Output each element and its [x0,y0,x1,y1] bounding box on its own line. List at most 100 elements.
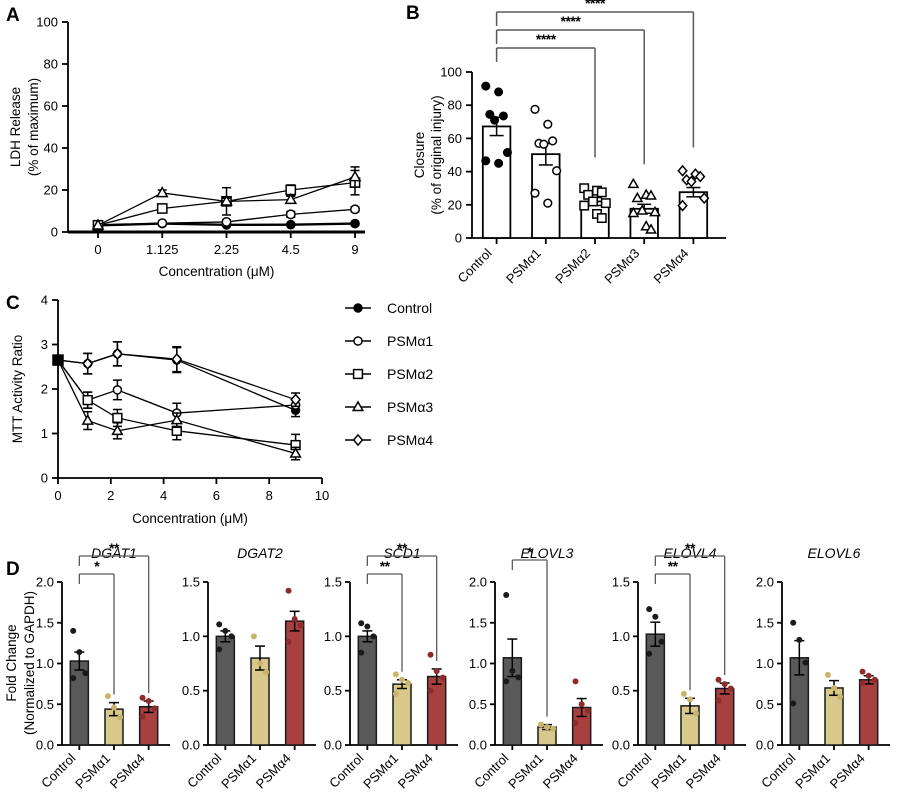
scatter-point [572,678,579,685]
sig-label: ** [668,558,679,574]
data-point-open-triangle [155,186,169,198]
scatter-point [677,164,688,177]
x-tick-label: Control [758,750,798,790]
x-tick-label: Control [471,750,511,790]
scatter-point [859,668,866,675]
data-point-open-triangle [81,414,94,425]
scatter-Control [216,621,235,653]
x-tick-label: PSMα1 [792,751,833,792]
scatter-point [539,139,549,149]
y-tick-label: 1.5 [469,615,487,630]
y-tick-label: 0.0 [756,738,774,753]
scatter-point [550,725,557,732]
panel-c-plot: 0 1 2 3 4 0 2 4 6 8 10 Concentration (μM) MTT Activi… [10,293,329,527]
series-PSMα4 [57,341,301,408]
data-point-open-diamond [171,352,183,366]
panel-d-chart: DGAT1 0.0 0.5 1.0 1.5 2.0 Control PSMα1 PSMα4 * **… [0,530,900,795]
y-axis-title: MTT Activity Ratio [10,335,25,444]
legend-item-PSMα3: PSMα3 [345,399,433,415]
scatter-point [796,636,803,643]
scatter-point [433,668,440,675]
scatter-point [485,109,495,119]
y-tick-label: 0.0 [612,738,630,753]
sig-bracket-2: **** [495,0,695,148]
scatter-point [104,693,111,700]
y-tick-label: 80 [448,98,462,113]
scatter-point [802,659,809,666]
data-point-open-triangle [284,192,298,205]
panel-letter-c: C [6,293,20,314]
y-tick-label: 1 [41,426,48,441]
series-Control [57,341,301,418]
panel-d-y-axis-title: Fold Change (Normalized to GAPDH) [4,591,37,735]
bar-PSMα4 [678,191,709,239]
legend-label: PSMα3 [387,399,433,415]
scatter-PSMα4 [715,676,734,704]
scatter-point [216,646,223,653]
scatter-point [544,724,550,731]
panel-c-legend: Control PSMα1 PSMα2 PSMα3 PSMα4 [345,300,433,448]
bar-PSMα4 [858,679,879,746]
subplot-title: ELOVL3 [521,545,574,561]
scatter-PSMα4 [572,678,591,726]
scatter-point [494,158,504,168]
y-tick-label: 60 [44,99,58,114]
y-tick-label: 80 [44,57,58,72]
legend-item-PSMα1: PSMα1 [345,333,433,349]
scatter-point [263,669,270,676]
y-tick-label: 40 [448,164,462,179]
scatter-point [687,696,693,703]
scatter-point [645,189,657,200]
scatter-point [392,671,399,678]
scatter-point [537,721,544,728]
data-point-filled-circle [285,219,296,230]
y-tick-label: 1.0 [182,629,200,644]
scatter-point [652,613,659,620]
scatter-PSMα1 [250,633,270,676]
scatter-point [831,684,837,691]
x-tick-label: PSMα4 [827,751,868,792]
x-tick-label: PSMα1 [72,751,113,792]
series-PSMα3 [57,359,302,461]
y-tick-label: 0.5 [612,683,630,698]
scatter-point [228,633,235,640]
x-tick-label: PSMα4 [253,751,294,792]
y-axis-title-line2: (Normalized to GAPDH) [22,591,37,735]
origin-marker [52,354,64,366]
y-tick-label: 0 [41,471,48,486]
scatter-point [584,707,591,714]
scatter-point [596,187,607,198]
scatter-point [871,676,878,683]
scatter-point [640,220,653,231]
x-tick-label: 4 [160,488,167,503]
scatter-point [578,701,585,708]
y-tick-label: 1.0 [612,629,630,644]
x-tick-label: 10 [315,488,329,503]
scatter-PSMα4 [139,694,158,720]
panel-letter-d: D [6,559,20,580]
scatter-point [358,620,365,627]
x-tick-label: 0 [94,242,101,257]
x-tick-label: PSMα1 [360,751,401,792]
y-tick-label: 60 [448,131,462,146]
scatter-point [82,670,89,677]
data-point-open-circle [157,218,168,229]
scatter-point [627,206,640,218]
scatter-PSMα4 [677,164,710,212]
scatter-point [790,700,797,707]
y-tick-label: 20 [448,197,462,212]
data-point-open-triangle [348,170,362,182]
y-tick-label: 0.0 [36,738,54,753]
sig-label: **** [561,13,582,29]
y-tick-label: 1.0 [469,656,487,671]
scatter-point [145,697,152,704]
legend-marker-filled-circle [353,303,363,313]
sig-bracket-0: ** [654,558,691,691]
scatter-point [699,192,710,205]
x-tick-label: PSMα4 [395,751,436,792]
sig-bracket-0: * [511,544,548,717]
x-tick-label: Control [326,750,366,790]
x-tick-label: PSMα4 [107,751,148,792]
